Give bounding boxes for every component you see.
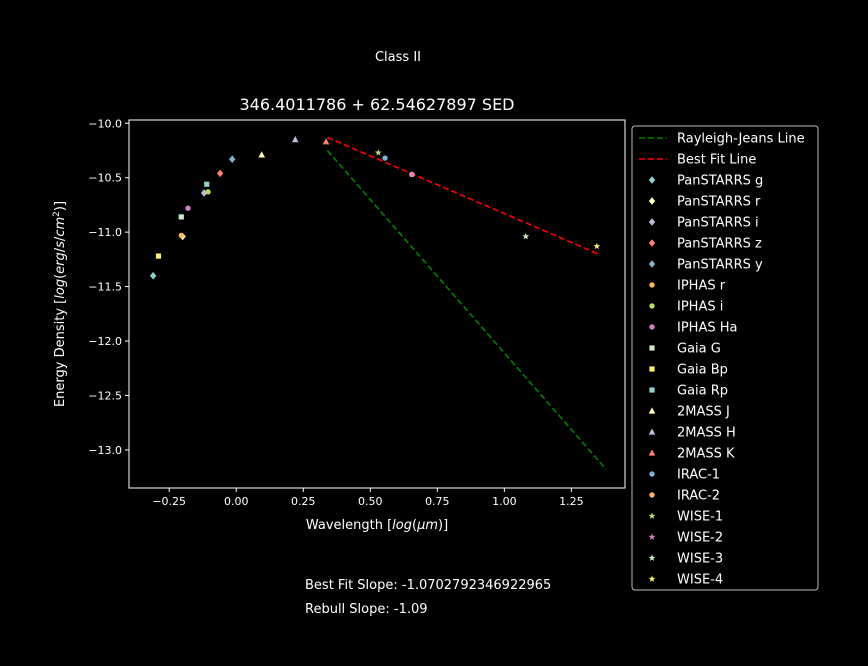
legend-label: IRAC-2 — [677, 489, 720, 504]
2mass-j-point — [258, 151, 266, 158]
best-fit-line-line — [327, 136, 599, 255]
wise-4-point — [593, 242, 601, 250]
y-axis: −10.0 −10.5 −11.0 −11.5 −12.0 −12.5 −13.0 — [88, 117, 129, 457]
legend-marker — [648, 239, 656, 247]
y-tick-label: −13.0 — [88, 444, 122, 457]
iphas-r-point — [178, 232, 184, 239]
y-tick-label: −12.0 — [88, 335, 122, 348]
legend-marker — [648, 428, 656, 435]
legend-label: Gaia Bp — [677, 363, 728, 378]
x-axis-label: Wavelength [log(μm)] — [306, 518, 448, 533]
legend-label: Gaia Rp — [677, 384, 728, 399]
legend-label: PanSTARRS i — [677, 216, 759, 231]
2mass-k-point — [322, 138, 330, 145]
legend-marker — [648, 575, 656, 582]
legend-label: PanSTARRS y — [677, 258, 763, 273]
rayleigh-jeans-line-line — [326, 149, 607, 471]
panstarrs-y-point — [229, 155, 236, 163]
rebull-slope-text: Rebull Slope: -1.09 — [305, 602, 428, 617]
legend-marker — [649, 387, 655, 393]
legend-marker — [649, 492, 655, 498]
legend-label: WISE-2 — [677, 531, 723, 546]
wise-3-point — [522, 232, 530, 240]
legend-label: IPHAS r — [677, 279, 726, 294]
y-tick-label: −10.5 — [88, 172, 122, 185]
legend-label: IPHAS Ha — [677, 321, 737, 336]
y-tick-label: −12.5 — [88, 389, 122, 402]
2mass-h-point — [291, 135, 299, 143]
legend-marker — [649, 345, 655, 351]
gaia-g-point — [178, 214, 184, 220]
legend-marker — [648, 218, 656, 226]
legend-marker — [649, 282, 655, 288]
best-fit-slope-text: Best Fit Slope: -1.0702792346922965 — [305, 578, 551, 593]
legend-marker — [649, 303, 655, 309]
wise-2-point — [408, 170, 416, 178]
legend-marker — [648, 260, 656, 268]
legend-label: WISE-1 — [677, 510, 723, 525]
chart-title: 346.4011786 + 62.54627897 SED — [239, 95, 514, 114]
y-tick-label: −10.0 — [88, 117, 122, 130]
legend-marker — [648, 407, 656, 414]
legend-label: 2MASS J — [677, 405, 730, 420]
legend-label: WISE-4 — [677, 573, 723, 588]
legend-marker — [649, 324, 655, 330]
data-points — [149, 135, 601, 280]
iphas-ha-point — [185, 205, 191, 211]
legend-label: WISE-3 — [677, 552, 723, 567]
x-tick-label: 0.00 — [224, 495, 249, 508]
y-axis-label: Energy Density [log(erg/s/cm2)] — [52, 201, 68, 407]
legend-label: IPHAS i — [677, 300, 723, 315]
y-tick-label: −11.0 — [88, 226, 122, 239]
legend-marker — [649, 471, 655, 477]
legend-label: Gaia G — [677, 342, 721, 357]
legend-label: Rayleigh-Jeans Line — [677, 132, 805, 147]
legend-marker — [648, 449, 656, 456]
legend-label: PanSTARRS g — [677, 174, 763, 189]
gaia-rp-point — [204, 181, 210, 187]
legend-label: PanSTARRS r — [677, 195, 761, 210]
legend-label: IRAC-1 — [677, 468, 720, 483]
x-tick-label: 0.75 — [425, 495, 450, 508]
x-tick-label: −0.25 — [152, 495, 186, 508]
x-tick-label: 0.50 — [358, 495, 383, 508]
irac-1-point — [382, 155, 388, 161]
x-tick-label: 0.25 — [291, 495, 316, 508]
legend-label: Best Fit Line — [677, 153, 756, 168]
x-tick-label: 1.25 — [559, 495, 584, 508]
panstarrs-z-point — [216, 169, 224, 178]
legend-label: PanSTARRS z — [677, 237, 762, 252]
wise-1-point — [374, 149, 382, 156]
legend-label: 2MASS H — [677, 426, 736, 441]
y-tick-label: −11.5 — [88, 281, 122, 294]
plot-area — [128, 119, 626, 489]
legend: Rayleigh-Jeans Line Best Fit Line PanSTARR… — [639, 132, 805, 588]
x-axis: −0.25 0.00 0.25 0.50 0.75 1.00 1.25 — [152, 488, 584, 508]
legend-marker — [648, 533, 656, 540]
iphas-i-point — [205, 189, 211, 195]
legend-marker — [649, 366, 655, 372]
panstarrs-g-point — [149, 271, 157, 280]
fit-lines — [326, 136, 607, 471]
legend-box — [631, 125, 819, 591]
legend-marker — [648, 512, 656, 519]
x-tick-label: 1.00 — [492, 495, 517, 508]
figure-suptitle: Class II — [375, 50, 421, 65]
legend-label: 2MASS K — [677, 447, 735, 462]
legend-marker — [648, 197, 656, 205]
legend-marker — [648, 554, 656, 561]
legend-marker — [648, 176, 656, 184]
gaia-bp-point — [155, 253, 162, 259]
